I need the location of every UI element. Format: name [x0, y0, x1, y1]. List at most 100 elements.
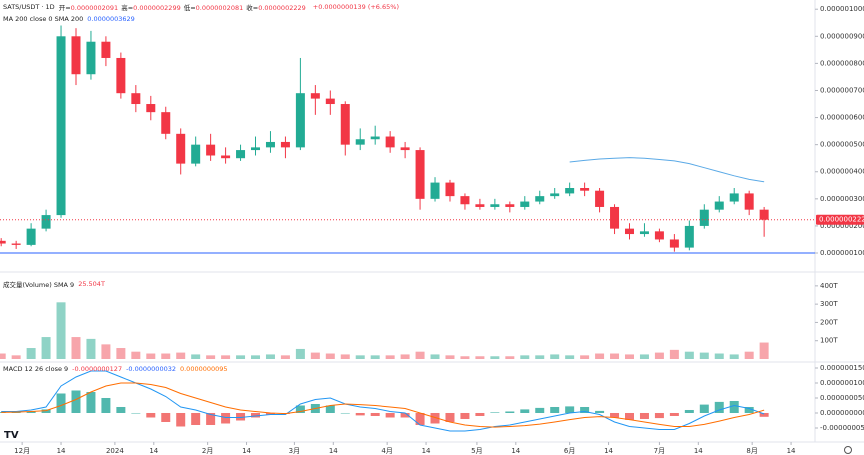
ohlc-label: 高= — [121, 4, 134, 12]
volume-bar — [26, 348, 36, 359]
price-tick-label: 0.0000001000 — [820, 249, 864, 257]
volume-bar — [714, 353, 724, 359]
ma-value: 0.0000003629 — [87, 15, 135, 23]
volume-bar — [415, 351, 425, 359]
volume-sma: 25.504T — [78, 280, 105, 288]
macd-histogram-bar — [445, 412, 455, 422]
candle-body — [595, 190, 605, 207]
candle-body — [116, 57, 126, 94]
macd-tick-label: 0.0000000000 — [820, 409, 864, 417]
volume-bar — [490, 356, 500, 359]
price-tick-label: 0.0000007000 — [820, 86, 864, 94]
macd-histogram-bar — [265, 412, 275, 415]
macd-histogram-bar — [654, 412, 664, 419]
macd-line — [1, 370, 765, 432]
macd-histogram-bar — [535, 407, 545, 413]
macd-histogram-bar — [146, 412, 156, 418]
candle-body — [86, 41, 96, 75]
macd-histogram-bar — [460, 412, 470, 419]
macd-histogram-bar — [625, 412, 635, 420]
volume-bar — [565, 355, 575, 359]
ma-line — [569, 157, 765, 183]
candle-body — [460, 196, 470, 205]
price-tick-label: 0.0000004000 — [820, 168, 864, 176]
x-tick-label: 14 — [787, 447, 796, 455]
volume-bar — [206, 355, 216, 359]
macd-histogram-bar — [684, 409, 694, 413]
x-tick-label: 12月 — [14, 447, 30, 455]
price-tag — [816, 214, 864, 225]
macd-tick-label: 0.0000001000 — [820, 379, 864, 387]
signal-line — [1, 382, 765, 428]
candle-body — [280, 141, 290, 148]
candle-body — [520, 201, 530, 207]
macd-histogram-bar — [550, 406, 560, 413]
volume-bar — [385, 355, 395, 359]
candle-body — [310, 93, 320, 99]
macd-histogram-bar — [26, 411, 36, 413]
volume-bar — [0, 353, 6, 359]
candle-body — [295, 93, 305, 148]
candle-body — [101, 41, 111, 58]
candle-body — [535, 196, 545, 202]
candle-body — [325, 98, 335, 105]
macd-histogram-bar — [71, 390, 81, 413]
candle-body — [355, 139, 365, 145]
volume-bar — [221, 355, 231, 359]
volume-bar — [370, 355, 380, 359]
candle-body — [41, 215, 51, 229]
macd-histogram-bar — [355, 412, 365, 416]
settings-icon[interactable] — [844, 446, 852, 454]
candle-body — [669, 239, 679, 248]
candle-body — [610, 206, 620, 229]
candle-body — [26, 228, 36, 245]
candle-body — [714, 201, 724, 210]
x-tick-label: 14 — [511, 447, 520, 455]
candle-body — [639, 231, 649, 235]
candle-body — [176, 133, 186, 164]
ohlc-value: 0.0000002081 — [195, 4, 244, 12]
header-legend: SATS/USDT · 1D 开=0.0000002091 高=0.0000002… — [3, 2, 399, 12]
volume-legend: 成交量(Volume) SMA 9 25.504T — [3, 279, 105, 289]
volume-bar — [56, 302, 66, 359]
candle-body — [490, 204, 500, 207]
volume-bar — [460, 356, 470, 359]
ohlc-value: 0.0000002091 — [70, 4, 119, 12]
macd-histogram-bar — [669, 412, 679, 416]
tv-logo: TV — [4, 430, 19, 441]
candle-body — [684, 225, 694, 248]
macd-histogram-bar — [295, 405, 305, 413]
macd-histogram-bar — [191, 412, 201, 425]
volume-bar — [355, 355, 365, 359]
candle-body — [654, 231, 664, 240]
candle-body — [475, 204, 485, 207]
price-tick-label: 0.0000009000 — [820, 32, 864, 40]
ma-legend: MA 200 close 0 SMA 200 0.0000003629 — [3, 15, 135, 23]
volume-bar — [625, 354, 635, 359]
volume-bar — [280, 355, 290, 359]
candle-body — [161, 112, 171, 134]
volume-bar — [340, 354, 350, 359]
volume-bar — [400, 354, 410, 359]
volume-bar — [610, 353, 620, 359]
candle-body — [445, 182, 455, 197]
candle-body — [191, 144, 201, 164]
svg-text:TV: TV — [4, 430, 19, 441]
volume-bar — [11, 355, 21, 359]
macd-histogram-bar — [639, 412, 649, 419]
macd-histogram-bar — [340, 412, 350, 414]
volume-tick-label: 300T — [820, 300, 838, 308]
volume-bar — [535, 355, 545, 359]
x-tick-label: 6月 — [564, 447, 575, 455]
macd-histogram-bar — [11, 412, 21, 413]
macd-histogram-bar — [176, 412, 186, 427]
macd-histogram-bar — [610, 412, 620, 418]
macd-tick-label: 0.0000000500 — [820, 394, 864, 402]
ma-name: MA 200 close 0 SMA 200 — [3, 15, 84, 23]
x-tick-label: 14 — [604, 447, 613, 455]
volume-bar — [699, 352, 709, 359]
candle-body — [385, 136, 395, 148]
volume-bar — [759, 342, 769, 359]
volume-bar — [505, 356, 515, 359]
